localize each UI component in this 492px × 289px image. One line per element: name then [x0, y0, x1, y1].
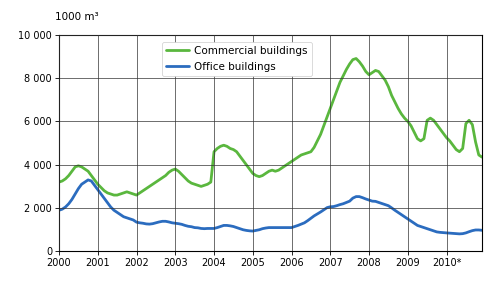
- Line: Commercial buildings: Commercial buildings: [59, 58, 482, 195]
- Commercial buildings: [92, 178, 97, 182]
- Office buildings: [201, 227, 207, 230]
- Commercial buildings: [401, 116, 407, 120]
- Office buildings: [457, 232, 462, 236]
- Commercial buildings: [108, 192, 114, 196]
- Office buildings: [188, 225, 194, 228]
- Commercial buildings: [111, 193, 117, 197]
- Office buildings: [85, 178, 91, 182]
- Office buildings: [401, 215, 407, 218]
- Office buildings: [95, 188, 101, 191]
- Legend: Commercial buildings, Office buildings: Commercial buildings, Office buildings: [162, 42, 312, 76]
- Commercial buildings: [56, 180, 62, 184]
- Line: Office buildings: Office buildings: [59, 180, 482, 234]
- Text: 1000 m³: 1000 m³: [55, 12, 98, 22]
- Office buildings: [479, 229, 485, 232]
- Office buildings: [56, 209, 62, 212]
- Office buildings: [399, 213, 404, 216]
- Commercial buildings: [353, 57, 359, 60]
- Commercial buildings: [405, 120, 411, 123]
- Commercial buildings: [479, 155, 485, 159]
- Commercial buildings: [201, 184, 207, 187]
- Office buildings: [111, 209, 117, 212]
- Commercial buildings: [188, 181, 194, 185]
